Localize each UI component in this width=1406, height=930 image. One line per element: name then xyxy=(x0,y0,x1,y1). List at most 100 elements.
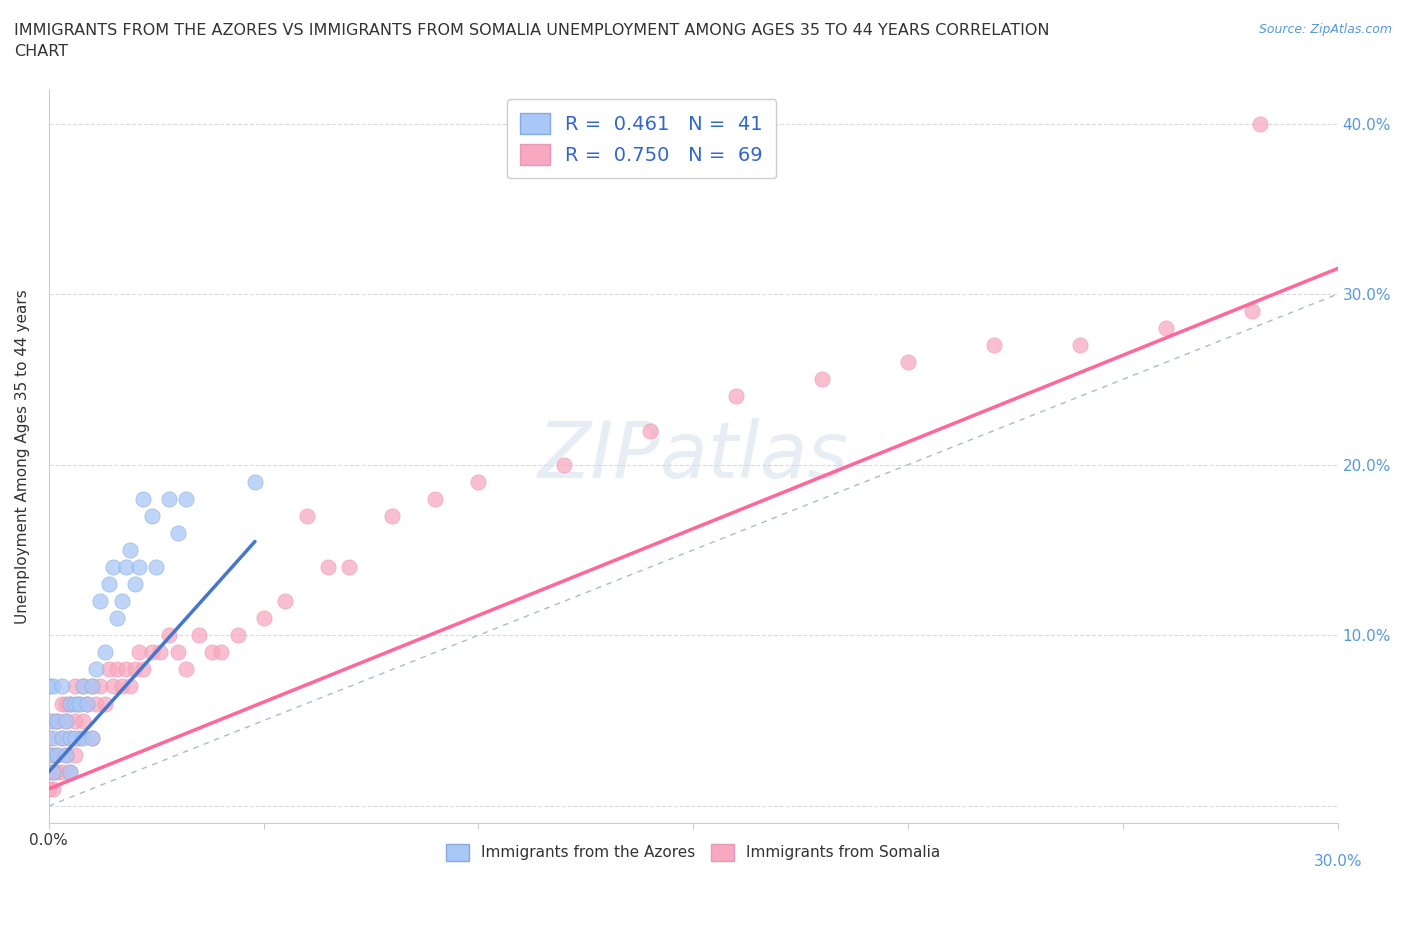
Point xyxy=(983,338,1005,352)
Point xyxy=(107,662,129,677)
Point xyxy=(103,560,125,575)
Point xyxy=(80,730,103,745)
Point xyxy=(80,679,103,694)
Point xyxy=(145,560,167,575)
Point xyxy=(63,679,86,694)
Point xyxy=(1069,338,1091,352)
Point xyxy=(103,679,125,694)
Point xyxy=(55,748,77,763)
Point xyxy=(46,748,69,763)
Point xyxy=(166,525,188,540)
Point xyxy=(1240,304,1263,319)
Point xyxy=(1154,321,1177,336)
Point xyxy=(243,474,266,489)
Point xyxy=(132,662,155,677)
Point xyxy=(97,662,120,677)
Y-axis label: Unemployment Among Ages 35 to 44 years: Unemployment Among Ages 35 to 44 years xyxy=(15,289,30,623)
Point xyxy=(51,730,73,745)
Point xyxy=(132,491,155,506)
Point xyxy=(42,764,65,779)
Point xyxy=(467,474,489,489)
Point xyxy=(115,662,138,677)
Point xyxy=(209,644,232,659)
Point xyxy=(42,764,65,779)
Point xyxy=(157,491,180,506)
Point xyxy=(51,696,73,711)
Point xyxy=(59,730,82,745)
Point xyxy=(38,781,60,796)
Point xyxy=(38,748,60,763)
Point xyxy=(55,713,77,728)
Point xyxy=(381,509,404,524)
Point xyxy=(63,730,86,745)
Point xyxy=(252,611,274,626)
Point xyxy=(63,696,86,711)
Point xyxy=(51,764,73,779)
Point xyxy=(316,560,339,575)
Point xyxy=(339,560,361,575)
Point xyxy=(42,679,65,694)
Point xyxy=(63,713,86,728)
Point xyxy=(84,696,107,711)
Point xyxy=(76,696,98,711)
Point xyxy=(42,781,65,796)
Point xyxy=(72,679,94,694)
Point xyxy=(63,748,86,763)
Point xyxy=(174,662,197,677)
Point xyxy=(51,730,73,745)
Point xyxy=(128,560,150,575)
Point xyxy=(67,730,90,745)
Point xyxy=(38,764,60,779)
Legend: Immigrants from the Azores, Immigrants from Somalia: Immigrants from the Azores, Immigrants f… xyxy=(440,838,946,867)
Point xyxy=(201,644,224,659)
Point xyxy=(128,644,150,659)
Point xyxy=(638,423,661,438)
Point xyxy=(111,593,134,608)
Point xyxy=(425,491,447,506)
Point xyxy=(72,730,94,745)
Point xyxy=(76,696,98,711)
Point xyxy=(42,730,65,745)
Point xyxy=(124,662,146,677)
Point xyxy=(46,748,69,763)
Point xyxy=(38,713,60,728)
Point xyxy=(149,644,172,659)
Point xyxy=(59,696,82,711)
Point xyxy=(295,509,318,524)
Point xyxy=(59,764,82,779)
Text: ZIPatlas: ZIPatlas xyxy=(537,418,849,494)
Point xyxy=(55,713,77,728)
Point xyxy=(97,577,120,591)
Text: Source: ZipAtlas.com: Source: ZipAtlas.com xyxy=(1258,23,1392,36)
Point xyxy=(80,679,103,694)
Point xyxy=(84,662,107,677)
Point xyxy=(188,628,211,643)
Point xyxy=(107,611,129,626)
Point xyxy=(55,696,77,711)
Point xyxy=(42,748,65,763)
Point xyxy=(141,509,163,524)
Point xyxy=(42,713,65,728)
Point xyxy=(38,730,60,745)
Point xyxy=(1249,116,1271,131)
Point xyxy=(157,628,180,643)
Point xyxy=(141,644,163,659)
Point xyxy=(725,389,748,404)
Point xyxy=(93,696,115,711)
Point xyxy=(120,679,142,694)
Point xyxy=(174,491,197,506)
Point xyxy=(46,713,69,728)
Point xyxy=(811,372,834,387)
Text: 30.0%: 30.0% xyxy=(1313,854,1362,869)
Point xyxy=(120,542,142,557)
Point xyxy=(59,730,82,745)
Point xyxy=(72,679,94,694)
Point xyxy=(166,644,188,659)
Point xyxy=(115,560,138,575)
Point xyxy=(80,730,103,745)
Point xyxy=(67,696,90,711)
Point xyxy=(55,748,77,763)
Point xyxy=(897,355,920,370)
Point xyxy=(59,696,82,711)
Point xyxy=(67,696,90,711)
